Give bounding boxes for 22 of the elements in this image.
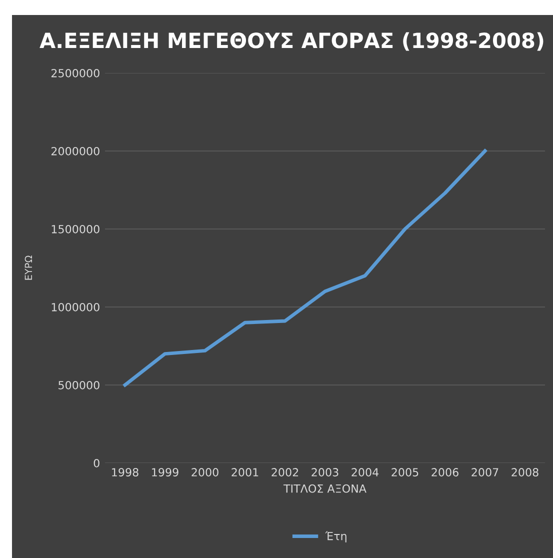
- x-tick-label: 2004: [352, 468, 379, 476]
- x-tick-label: 2001: [232, 468, 258, 476]
- x-tick-label: 2008: [512, 468, 538, 476]
- chart-title: Α.ΕΞΕΛΙΞΗ ΜΕΓΕΘΟΥΣ ΑΓΟΡΑΣ (1998-2008): [40, 32, 544, 51]
- legend-label: Έτη: [325, 531, 346, 542]
- line-series: [123, 149, 487, 387]
- y-tick-label: 500000: [58, 380, 100, 390]
- y-tick-label: 1500000: [52, 224, 100, 234]
- y-axis-title: ΕΥΡΩ: [24, 256, 32, 280]
- y-tick-label: 1000000: [52, 302, 100, 312]
- x-tick-label: 2006: [432, 468, 458, 476]
- y-tick-label: 2000000: [51, 146, 100, 156]
- x-tick-label: 1999: [152, 468, 178, 476]
- x-tick-label: 2003: [312, 468, 338, 476]
- x-tick-label: 2000: [192, 468, 218, 476]
- x-tick-label: 1998: [112, 468, 138, 476]
- x-tick-label: 2002: [272, 468, 298, 476]
- x-tick-label: 2005: [392, 468, 418, 476]
- x-axis-title: ΤΙΤΛΟΣ ΑΞΟΝΑ: [283, 484, 366, 493]
- x-tick-label: 2007: [472, 468, 498, 476]
- y-tick-label: 2500000: [51, 68, 100, 78]
- y-tick-label: 0: [94, 458, 100, 468]
